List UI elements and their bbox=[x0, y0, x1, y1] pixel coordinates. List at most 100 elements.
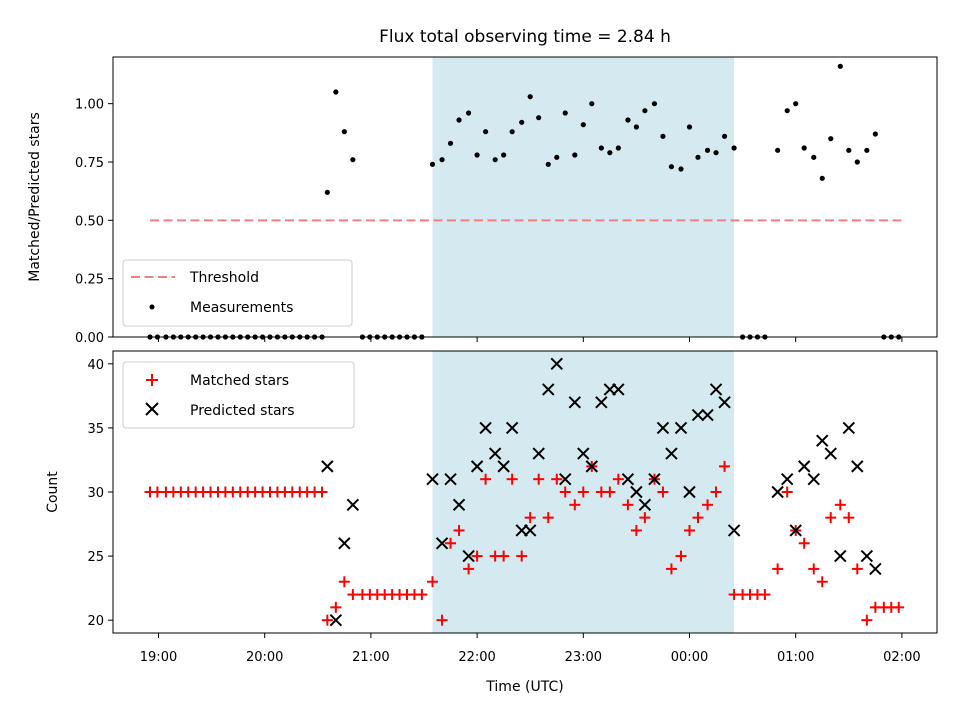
x-tick-label: 02:00 bbox=[883, 650, 920, 665]
measurement-point bbox=[492, 157, 498, 163]
measurement-point bbox=[536, 115, 542, 121]
matched-star-marker bbox=[772, 563, 784, 575]
matched-star-marker bbox=[675, 550, 687, 562]
bottom-legend-matched-label: Matched stars bbox=[190, 373, 289, 389]
predicted-star-marker bbox=[727, 524, 741, 537]
matched-star-marker bbox=[338, 576, 350, 588]
measurement-point bbox=[324, 189, 330, 195]
predicted-star-marker bbox=[789, 524, 802, 537]
top-axes-frame bbox=[112, 56, 938, 338]
predicted-star-marker bbox=[665, 447, 678, 460]
matched-star-marker bbox=[445, 537, 457, 549]
measurement-point bbox=[474, 152, 480, 158]
x-axis-label: Time (UTC) bbox=[485, 679, 563, 695]
predicted-star-marker bbox=[329, 613, 343, 627]
matched-star-marker bbox=[719, 460, 731, 472]
matched-star-marker bbox=[416, 589, 428, 601]
measurement-point bbox=[837, 63, 843, 69]
measurement-point bbox=[439, 157, 445, 163]
measurement-point bbox=[660, 133, 666, 139]
measurement-point bbox=[598, 145, 604, 151]
matched-star-marker bbox=[710, 486, 722, 498]
measurement-point bbox=[501, 152, 507, 158]
predicted-star-marker bbox=[523, 524, 537, 537]
x-tick-label: 01:00 bbox=[777, 650, 814, 665]
predicted-star-marker bbox=[816, 434, 829, 447]
matched-star-marker bbox=[551, 473, 563, 485]
x-tick-label: 20:00 bbox=[246, 650, 283, 665]
top-x-ticks bbox=[158, 337, 903, 342]
matched-star-marker bbox=[321, 614, 333, 626]
measurement-point bbox=[333, 89, 339, 95]
measurement-point bbox=[811, 154, 817, 160]
matched-star-marker bbox=[533, 473, 545, 485]
predicted-star-marker bbox=[462, 549, 475, 563]
top-y-axis: 0.00 0.25 0.50 0.75 1.00 bbox=[75, 98, 113, 346]
matched-star-marker bbox=[471, 550, 483, 562]
matched-star-marker bbox=[798, 537, 810, 549]
matched-star-marker bbox=[834, 499, 846, 511]
matched-star-marker bbox=[542, 512, 554, 524]
measurement-point bbox=[625, 117, 631, 123]
matched-star-marker bbox=[463, 563, 475, 575]
predicted-star-marker bbox=[771, 485, 784, 499]
matched-star-marker bbox=[604, 486, 616, 498]
measurement-point bbox=[721, 133, 728, 139]
measurement-point bbox=[545, 161, 551, 167]
chart-title: Flux total observing time = 2.84 h bbox=[379, 27, 671, 47]
measurement-point bbox=[554, 154, 560, 160]
measurement-point bbox=[572, 152, 578, 158]
predicted-star-marker bbox=[585, 460, 599, 473]
measurement-point bbox=[668, 164, 675, 170]
predicted-star-marker bbox=[780, 472, 794, 486]
predicted-star-marker bbox=[842, 421, 856, 435]
measurement-point bbox=[562, 110, 568, 116]
measurement-point bbox=[429, 161, 436, 167]
matched-star-marker bbox=[453, 524, 465, 536]
measurement-point bbox=[686, 124, 693, 130]
predicted-star-marker bbox=[426, 472, 439, 486]
predicted-star-marker bbox=[452, 498, 466, 512]
measurement-point bbox=[695, 154, 701, 160]
top-y-tick-label: 0.50 bbox=[75, 214, 104, 229]
predicted-star-marker bbox=[321, 460, 334, 473]
predicted-star-marker bbox=[656, 421, 670, 435]
bottom-y-tick-label: 35 bbox=[87, 422, 104, 437]
predicted-star-marker bbox=[621, 472, 635, 486]
bottom-legend-predicted-swatch bbox=[145, 402, 159, 416]
matched-star-marker bbox=[480, 473, 492, 485]
measurement-point bbox=[784, 108, 790, 114]
bottom-panel: 20 25 30 35 40 19:00 20:00 21:00 22:00 23:00 00:0… bbox=[45, 350, 938, 695]
measurement-point bbox=[819, 175, 825, 181]
bottom-legend-box bbox=[122, 361, 355, 429]
measurement-point bbox=[633, 124, 640, 130]
predicted-star-marker bbox=[674, 421, 688, 435]
measurement-point bbox=[482, 129, 489, 135]
matched-star-marker bbox=[330, 601, 342, 613]
bottom-x-axis: 19:00 20:00 21:00 22:00 23:00 00:00 01:00 02:00 bbox=[140, 633, 921, 665]
matched-star-marker bbox=[498, 550, 510, 562]
predicted-star-marker bbox=[595, 396, 608, 409]
top-observing-span bbox=[432, 57, 735, 337]
matched-star-marker bbox=[347, 589, 359, 601]
matched-star-marker bbox=[506, 473, 518, 485]
measurement-point bbox=[615, 145, 621, 151]
predicted-star-marker bbox=[648, 472, 661, 486]
measurement-point bbox=[775, 147, 781, 153]
predicted-star-marker bbox=[435, 537, 449, 550]
matched-star-marker bbox=[684, 524, 695, 536]
measurement-point bbox=[509, 129, 515, 135]
measurement-point bbox=[864, 147, 870, 153]
measurement-point bbox=[607, 150, 613, 156]
predicted-star-marker bbox=[532, 447, 545, 460]
predicted-star-marker bbox=[505, 421, 519, 435]
predicted-star-marker bbox=[869, 562, 882, 576]
matched-star-marker bbox=[843, 512, 855, 524]
measurement-point bbox=[447, 140, 454, 146]
predicted-star-marker bbox=[577, 447, 590, 460]
measurement-point bbox=[678, 166, 684, 172]
matched-star-marker bbox=[893, 601, 905, 613]
x-tick-label: 19:00 bbox=[140, 650, 177, 665]
x-tick-label: 00:00 bbox=[671, 650, 708, 665]
